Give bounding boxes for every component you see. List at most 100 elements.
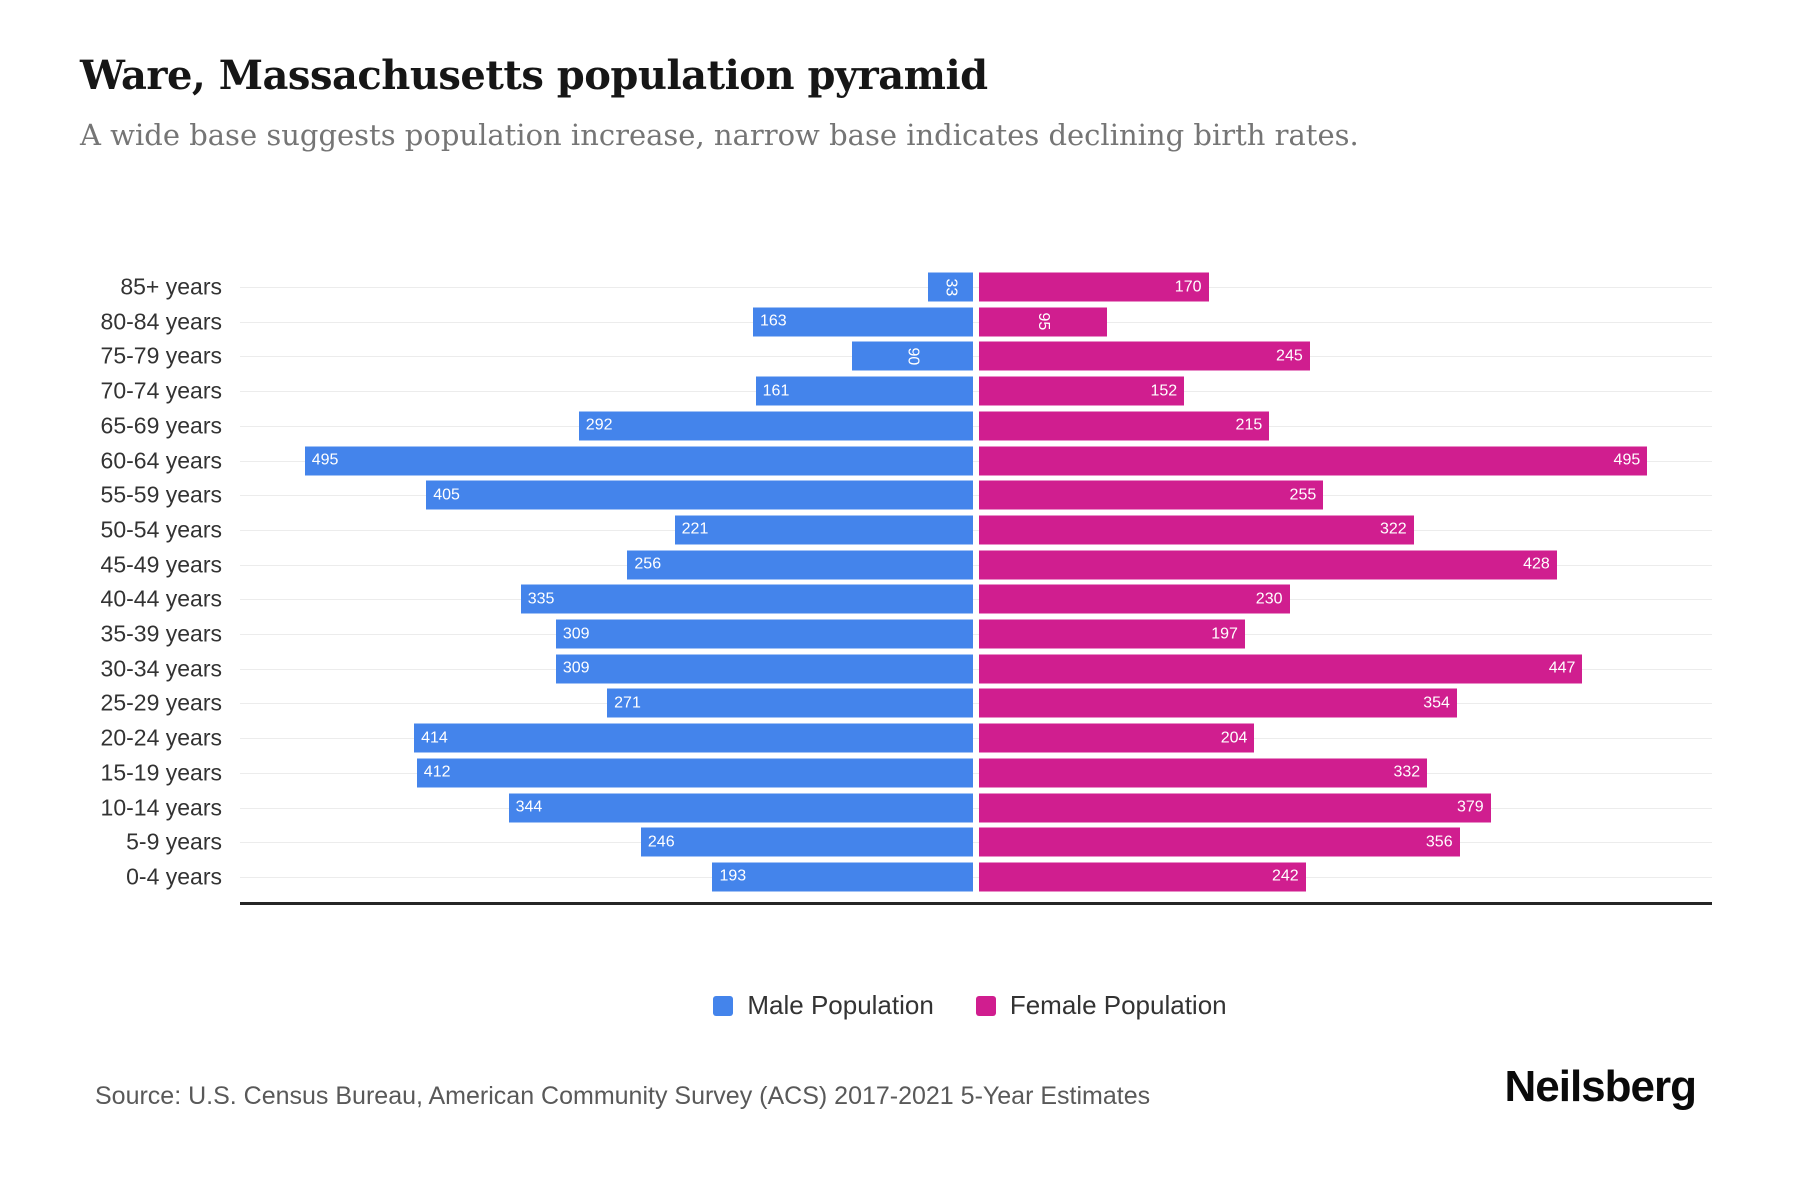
female-bar: 95 — [979, 307, 1108, 337]
chart-subtitle: A wide base suggests population increase… — [80, 118, 1359, 152]
female-bar: 495 — [979, 446, 1648, 475]
male-bar-value: 344 — [515, 798, 543, 816]
female-bar: 379 — [979, 793, 1491, 822]
female-bar: 322 — [979, 515, 1414, 545]
male-bar: 405 — [426, 480, 973, 510]
male-bar-value: 193 — [719, 867, 747, 885]
legend-item-female: Female Population — [975, 990, 1227, 1021]
female-bar: 332 — [979, 758, 1428, 788]
male-bar-value: 163 — [759, 312, 787, 330]
legend: Male Population Female Population — [140, 990, 1800, 1021]
y-axis-label: 85+ years — [120, 273, 222, 300]
male-bar-value: 90 — [904, 347, 922, 366]
legend-item-male: Male Population — [713, 990, 934, 1021]
gridline — [240, 807, 1712, 809]
gridline — [240, 668, 1712, 670]
x-axis-line — [240, 902, 1712, 905]
y-axis-label: 45-49 years — [100, 551, 222, 578]
female-bar-value: 354 — [1423, 694, 1450, 712]
female-series-label: Female Population — [1009, 990, 1227, 1020]
male-bar-value: 221 — [681, 520, 709, 538]
male-bar: 221 — [674, 515, 973, 545]
male-bar: 271 — [607, 688, 973, 718]
male-bar: 335 — [520, 584, 973, 614]
female-bar-value: 495 — [1613, 451, 1641, 469]
female-bar: 255 — [979, 480, 1324, 510]
female-bar-value: 255 — [1289, 486, 1317, 504]
male-bar-value: 292 — [585, 416, 613, 434]
y-axis-label: 30-34 years — [100, 655, 222, 682]
female-bar: 215 — [979, 411, 1270, 441]
female-bar: 356 — [979, 827, 1460, 857]
female-bar-value: 152 — [1150, 382, 1178, 400]
y-axis-label: 0-4 years — [126, 863, 222, 890]
y-axis-label: 70-74 years — [100, 377, 222, 404]
female-bar: 354 — [979, 688, 1457, 718]
male-bar-value: 405 — [433, 486, 460, 504]
male-bar: 33 — [928, 272, 973, 302]
chart-title: Ware, Massachusetts population pyramid — [80, 52, 988, 99]
gridline — [240, 425, 1712, 427]
male-bar-value: 271 — [614, 694, 641, 712]
gridline — [240, 495, 1712, 497]
female-bar: 204 — [979, 723, 1255, 753]
y-axis-label: 25-29 years — [100, 689, 222, 716]
female-bar-value: 245 — [1276, 347, 1303, 365]
male-bar: 412 — [416, 758, 973, 788]
female-bar-value: 230 — [1255, 590, 1283, 608]
male-bar-value: 414 — [421, 729, 448, 747]
y-axis-label: 55-59 years — [100, 481, 222, 508]
female-bar: 242 — [979, 862, 1306, 892]
gridline — [240, 842, 1712, 844]
female-bar: 197 — [979, 619, 1245, 649]
y-axis-label: 50-54 years — [100, 516, 222, 543]
male-bar: 414 — [414, 723, 973, 753]
y-axis-label: 20-24 years — [100, 724, 222, 751]
female-bar-value: 356 — [1425, 833, 1453, 851]
male-bar-value: 309 — [562, 659, 590, 677]
y-axis-label: 10-14 years — [100, 794, 222, 820]
gridline — [240, 876, 1712, 878]
female-bar-value: 197 — [1211, 625, 1238, 642]
male-bar-value: 246 — [647, 833, 675, 851]
female-bar-value: 428 — [1523, 555, 1550, 573]
female-bar-value: 322 — [1379, 520, 1407, 538]
female-bar: 230 — [979, 584, 1290, 614]
male-bar: 90 — [851, 341, 973, 371]
gridline — [240, 356, 1712, 358]
male-bar: 161 — [755, 376, 973, 406]
neilsberg-logo: Neilsberg — [1504, 1062, 1697, 1111]
male-bar: 309 — [555, 654, 973, 684]
y-axis-label: 40-44 years — [100, 585, 222, 612]
y-axis-label: 75-79 years — [100, 342, 222, 369]
y-axis-label: 60-64 years — [100, 447, 222, 473]
male-bar: 292 — [578, 411, 973, 441]
source-attribution: Source: U.S. Census Bureau, American Com… — [95, 1082, 1151, 1110]
male-bar-value: 495 — [311, 451, 339, 469]
female-bar-value: 204 — [1220, 729, 1248, 747]
gridline — [240, 599, 1712, 601]
gridline — [240, 772, 1712, 774]
gridline — [240, 321, 1712, 323]
female-bar-value: 379 — [1456, 798, 1484, 816]
female-bar-value: 242 — [1271, 867, 1299, 885]
female-bar-value: 447 — [1548, 659, 1576, 677]
female-bar: 152 — [979, 376, 1185, 406]
female-bar: 428 — [979, 550, 1557, 580]
gridline — [240, 703, 1712, 705]
female-series-swatch — [975, 995, 996, 1016]
gridline — [240, 287, 1712, 288]
gridline — [240, 634, 1712, 635]
gridline — [240, 738, 1712, 740]
gridline — [240, 564, 1712, 566]
female-bar: 447 — [979, 654, 1583, 684]
female-bar-value: 95 — [1035, 312, 1053, 331]
y-axis-label: 35-39 years — [100, 620, 222, 647]
male-bar-value: 256 — [634, 555, 662, 573]
female-bar-value: 215 — [1235, 416, 1263, 434]
male-bar: 309 — [555, 619, 973, 649]
y-axis-label: 80-84 years — [100, 308, 222, 335]
male-bar: 256 — [627, 550, 973, 580]
